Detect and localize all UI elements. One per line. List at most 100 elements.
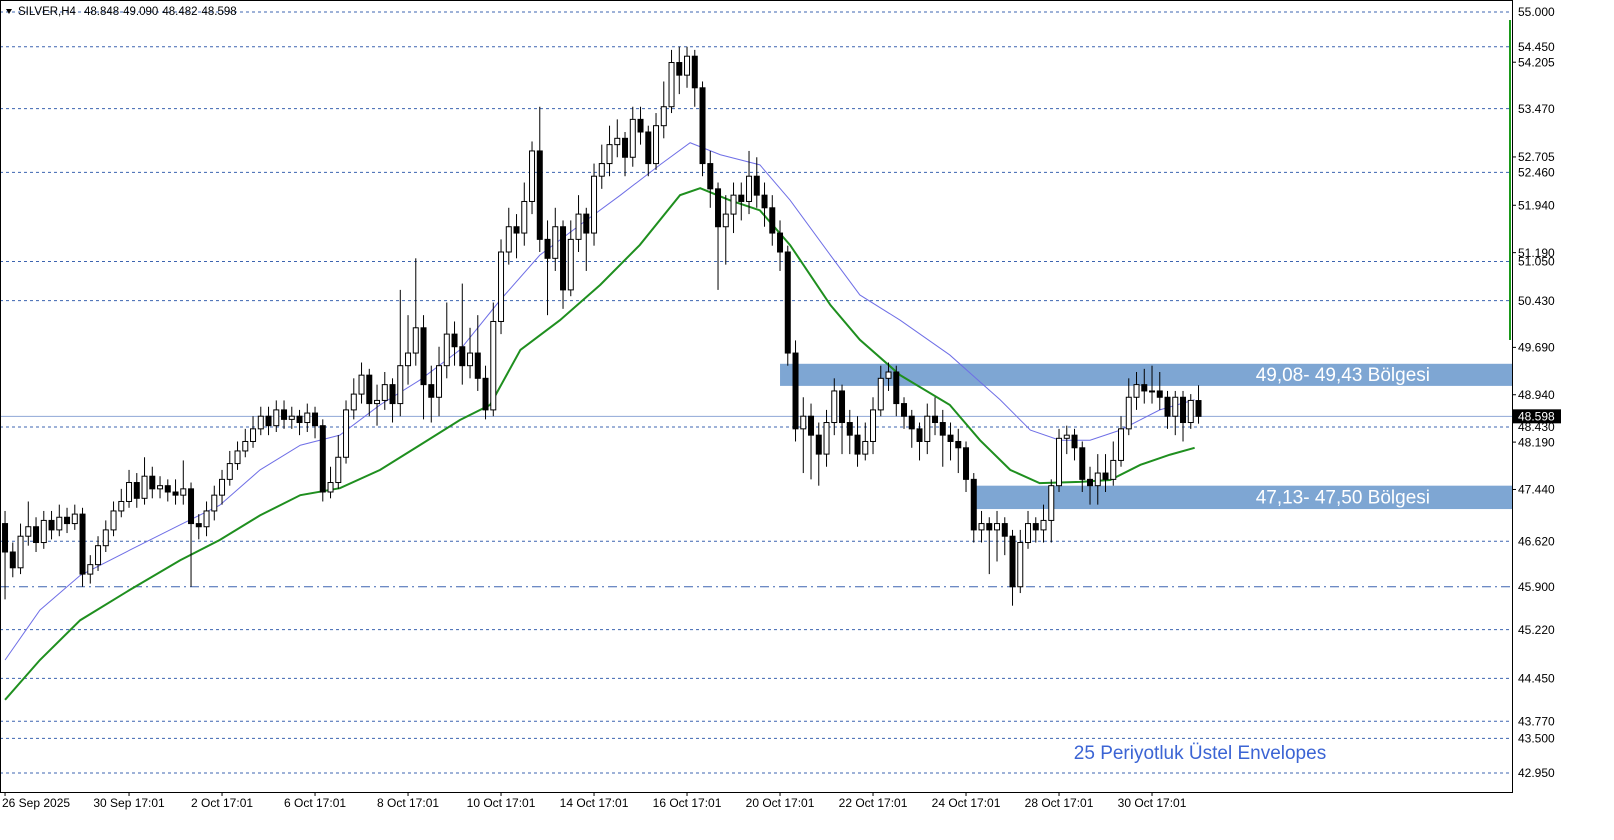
candle-body bbox=[870, 409, 877, 442]
level-label: 55.000 bbox=[1518, 5, 1555, 19]
annotation: 25 Periyotluk Üstel Envelopes bbox=[1074, 743, 1326, 764]
candle-body bbox=[808, 415, 815, 436]
zone bbox=[975, 485, 1512, 510]
candle-body bbox=[536, 150, 543, 240]
candle-body bbox=[133, 482, 140, 499]
candle-body bbox=[707, 163, 714, 190]
candle-body bbox=[730, 194, 737, 215]
x-tick-label: 28 Oct 17:01 bbox=[1025, 796, 1094, 810]
candle-body bbox=[1009, 535, 1016, 588]
levels bbox=[0, 11, 1512, 774]
candle-body bbox=[1048, 485, 1055, 521]
candle-body bbox=[668, 62, 675, 108]
candle-body bbox=[180, 488, 187, 496]
level-label: 50.430 bbox=[1518, 294, 1555, 308]
candle-body bbox=[823, 422, 830, 455]
candle-body bbox=[188, 488, 195, 525]
level-label: 54.450 bbox=[1518, 40, 1555, 54]
candle-body bbox=[738, 194, 745, 202]
level-label-bg bbox=[1513, 714, 1561, 729]
candle-body bbox=[761, 194, 768, 209]
x-tick-label: 22 Oct 17:01 bbox=[839, 796, 908, 810]
candle-body bbox=[304, 412, 311, 424]
envelope-line bbox=[4, 187, 1195, 701]
candle-body bbox=[505, 226, 512, 253]
candle-body bbox=[1017, 542, 1024, 588]
candle-body bbox=[1149, 390, 1156, 393]
candle-body bbox=[157, 485, 164, 490]
level-label-bg bbox=[1513, 165, 1561, 180]
y-tick-label: 47.440 bbox=[1518, 483, 1555, 497]
candle-body bbox=[1110, 459, 1117, 480]
axes: 55.000 54.450 53.470 52.460 51.050 50.430 48.4… bbox=[2, 5, 1561, 810]
candle-body bbox=[1094, 472, 1101, 487]
candle-body bbox=[250, 428, 257, 442]
candle-body bbox=[691, 55, 698, 89]
zone bbox=[780, 363, 1512, 386]
level-label: 44.450 bbox=[1518, 671, 1555, 685]
candle-body bbox=[645, 131, 652, 165]
candle-body bbox=[746, 175, 753, 202]
candle-body bbox=[932, 415, 939, 424]
candle-body bbox=[994, 523, 1001, 531]
candle-body bbox=[1040, 519, 1047, 531]
plot-frame bbox=[0, 0, 1513, 793]
y-tick-label: 51.940 bbox=[1518, 198, 1555, 212]
candle-body bbox=[389, 384, 396, 405]
candle-body bbox=[792, 352, 799, 430]
candle-body bbox=[211, 494, 218, 512]
candle-body bbox=[234, 450, 241, 465]
candle-body bbox=[699, 87, 706, 165]
y-tick-label: 49.690 bbox=[1518, 341, 1555, 355]
candle-body bbox=[877, 377, 884, 411]
candle-body bbox=[1032, 523, 1039, 531]
candle-body bbox=[529, 150, 536, 202]
candle-body bbox=[846, 422, 853, 436]
candle-body bbox=[1056, 437, 1063, 487]
last-price-label: 48.598 bbox=[1518, 410, 1555, 424]
candle-body bbox=[242, 440, 249, 452]
level-label-bg bbox=[1513, 671, 1561, 686]
candle-body bbox=[1118, 428, 1125, 461]
candle-body bbox=[1102, 472, 1109, 480]
candle-body bbox=[1133, 384, 1140, 398]
x-tick-label: 14 Oct 17:01 bbox=[560, 796, 629, 810]
candle-body bbox=[924, 415, 931, 442]
candle-body bbox=[288, 415, 295, 420]
candle-body bbox=[2, 523, 9, 553]
candle-body bbox=[1172, 396, 1179, 417]
y-tick-label: 54.205 bbox=[1518, 55, 1555, 69]
x-tick-label: 26 Sep 2025 bbox=[2, 796, 70, 810]
candle-body bbox=[381, 384, 388, 401]
candle-body bbox=[397, 365, 404, 405]
candle-body bbox=[141, 475, 148, 499]
candle-body bbox=[583, 213, 590, 234]
candle-body bbox=[916, 428, 923, 442]
level-label: 43.770 bbox=[1518, 714, 1555, 728]
level-label-bg bbox=[1513, 39, 1561, 54]
symbol: SILVER,H4 bbox=[18, 6, 77, 18]
candle-body bbox=[614, 137, 621, 146]
candle-body bbox=[405, 352, 412, 367]
candle-body bbox=[885, 371, 892, 379]
level-label-bg bbox=[1513, 419, 1561, 434]
candle-body bbox=[978, 523, 985, 531]
candle-body bbox=[1156, 390, 1163, 398]
candle-body bbox=[428, 384, 435, 398]
level-label: 43.500 bbox=[1518, 731, 1555, 745]
candle-body bbox=[443, 333, 450, 367]
candle-body bbox=[490, 320, 497, 411]
candle-body bbox=[25, 526, 32, 537]
zone-label: 49,08- 49,43 Bölgesi bbox=[1256, 365, 1430, 386]
candle-body bbox=[327, 482, 334, 493]
candle-body bbox=[498, 251, 505, 322]
y-tick-label: 48.940 bbox=[1518, 388, 1555, 402]
level-label-bg bbox=[1513, 622, 1561, 637]
candle-body bbox=[521, 200, 528, 234]
x-tick-label: 30 Oct 17:01 bbox=[1118, 796, 1187, 810]
level-label-bg bbox=[1513, 766, 1561, 781]
candle-body bbox=[64, 516, 71, 525]
candle-body bbox=[374, 399, 381, 405]
candle-body bbox=[513, 226, 520, 234]
